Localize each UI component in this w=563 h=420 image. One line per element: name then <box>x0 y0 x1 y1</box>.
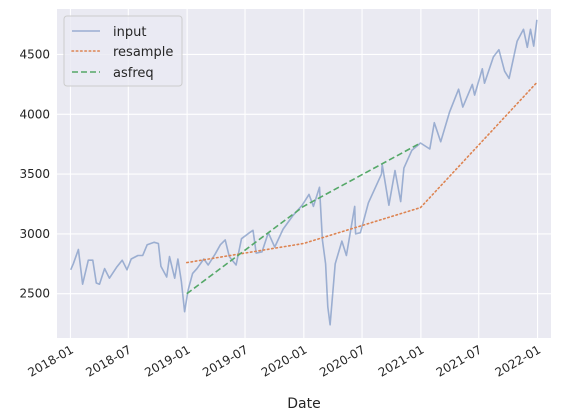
x-tick-label: 2018-01 <box>26 342 76 379</box>
x-tick-label: 2018-07 <box>83 342 133 379</box>
legend-label-resample: resample <box>113 45 173 60</box>
series-line-input <box>69 19 538 326</box>
legend-box <box>63 15 183 87</box>
x-tick-label: 2020-01 <box>259 342 309 379</box>
series-line-asfreq <box>186 142 421 295</box>
x-tick-labels: 2018-01 2018-07 2019-01 2019-07 2020-01 2020-… <box>26 342 544 379</box>
x-tick-label: 2020-07 <box>317 342 367 379</box>
y-tick-label: 4500 <box>19 47 50 61</box>
y-tick-label: 3500 <box>19 167 50 181</box>
y-tick-label: 2500 <box>19 287 50 301</box>
x-tick-label: 2019-01 <box>142 342 192 379</box>
y-tick-labels: 2500 3000 3500 4000 4500 <box>19 47 50 300</box>
legend-label-input: input <box>113 25 146 40</box>
legend: input resample asfreq <box>63 15 183 87</box>
x-tick-label: 2021-07 <box>434 342 484 379</box>
gridlines <box>57 9 551 338</box>
series-line-resample <box>186 81 539 264</box>
x-tick-label: 2021-01 <box>376 342 426 379</box>
x-tick-label: 2019-07 <box>200 342 250 379</box>
x-axis-label: Date <box>287 396 320 412</box>
x-tick-label: 2022-01 <box>493 342 543 379</box>
y-tick-label: 3000 <box>19 227 50 241</box>
legend-label-asfreq: asfreq <box>113 66 154 81</box>
y-tick-label: 4000 <box>19 107 50 121</box>
series-layer <box>69 19 539 326</box>
